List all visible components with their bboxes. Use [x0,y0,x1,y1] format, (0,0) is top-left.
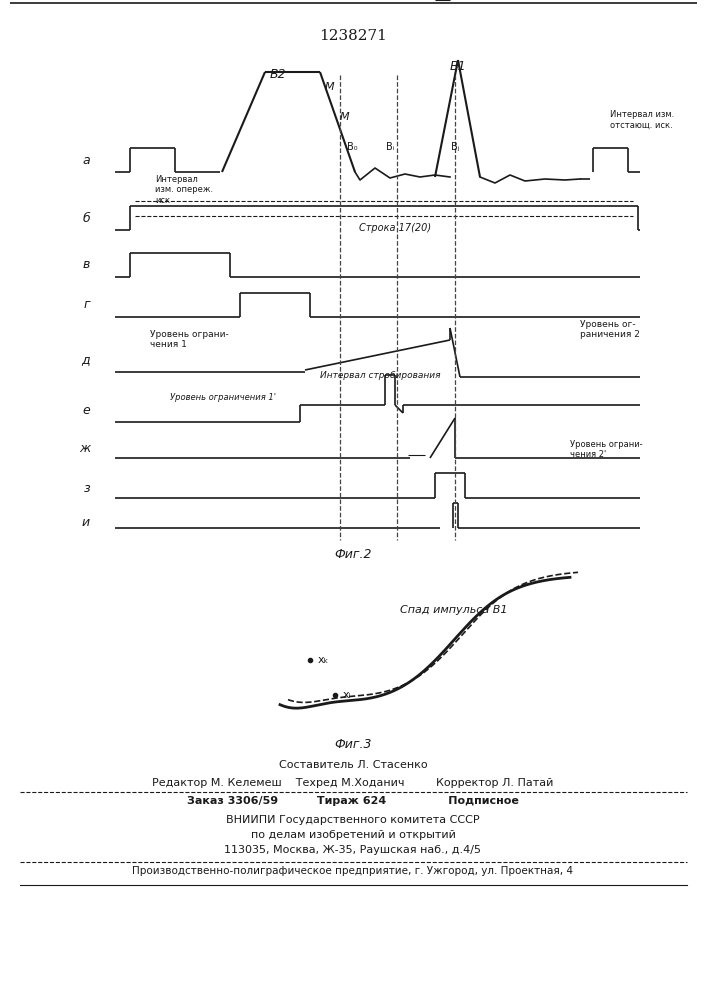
Text: Производственно-полиграфическое предприятие, г. Ужгород, ул. Проектная, 4: Производственно-полиграфическое предприя… [132,866,573,876]
Text: ВНИИПИ Государственного комитета СССР: ВНИИПИ Государственного комитета СССР [226,815,480,825]
Text: Bⱼ: Bⱼ [451,142,460,152]
Text: xₖ: xₖ [318,655,329,665]
Text: B1: B1 [450,60,467,73]
Text: з: з [83,482,90,494]
Text: Bᵢ: Bᵢ [386,142,395,152]
Text: и: и [82,516,90,530]
Text: 113035, Москва, Ж-35, Раушская наб., д.4/5: 113035, Москва, Ж-35, Раушская наб., д.4… [225,845,481,855]
Text: Составитель Л. Стасенко: Составитель Л. Стасенко [279,760,427,770]
Text: M: M [325,82,334,92]
Text: по делам изобретений и открытий: по делам изобретений и открытий [250,830,455,840]
Text: б: б [82,212,90,225]
Text: Интервал
изм. опереж.
иск: Интервал изм. опереж. иск [155,175,213,205]
Text: Уровень ог-
раничения 2: Уровень ог- раничения 2 [580,320,640,339]
Text: ж: ж [78,442,90,454]
Text: Уровень ограничения 1': Уровень ограничения 1' [170,393,276,402]
Text: Уровень ограни-
чения 1: Уровень ограни- чения 1 [150,330,229,349]
Text: а: а [83,153,90,166]
Text: Фиг.2: Фиг.2 [334,548,372,561]
Text: Интервал стробирования: Интервал стробирования [320,370,440,379]
Text: xᵢ: xᵢ [343,690,351,700]
Text: Строка 17(20): Строка 17(20) [359,223,431,233]
Text: B₀: B₀ [346,142,357,152]
Text: в: в [83,258,90,271]
Text: Фиг.3: Фиг.3 [334,738,372,751]
Text: Спад импульса B1: Спад импульса B1 [400,605,508,615]
Text: Интервал изм.
отстающ. иск.: Интервал изм. отстающ. иск. [610,110,674,129]
Text: B2: B2 [269,68,286,81]
Text: Заказ 3306/59          Тираж 624                Подписное: Заказ 3306/59 Тираж 624 Подписное [187,796,519,806]
Text: M: M [340,112,350,122]
Text: Уровень ограни-
чения 2': Уровень ограни- чения 2' [570,440,643,459]
Text: д: д [81,354,90,366]
Text: е: е [82,403,90,416]
Text: 1238271: 1238271 [319,29,387,43]
Text: г: г [83,298,90,312]
Text: Редактор М. Келемеш    Техред М.Ходанич         Корректор Л. Патай: Редактор М. Келемеш Техред М.Ходанич Кор… [152,778,554,788]
